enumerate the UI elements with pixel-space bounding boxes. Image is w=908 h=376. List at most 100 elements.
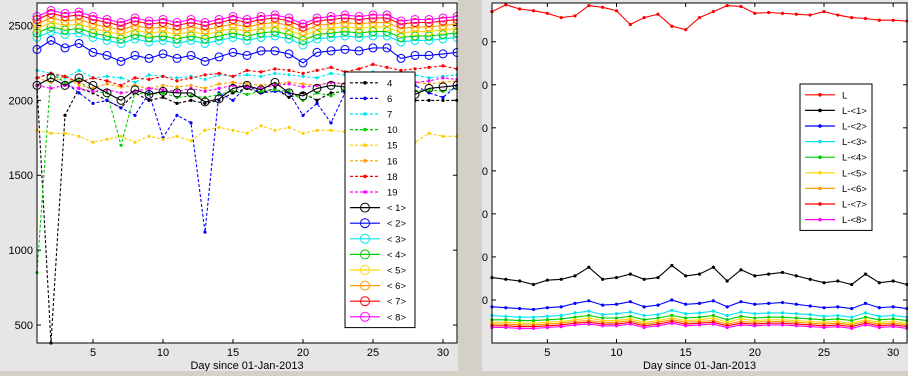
chart2-series-2-point [684,274,688,278]
chart2-series-3-point [518,306,522,311]
chart1-series-2-point [105,98,109,102]
chart2-series-2-point [863,272,868,276]
chart2-series-6-point [587,316,591,320]
chart2-series-1-point [614,9,619,13]
chart1-series-10-point [256,46,266,56]
chart1-series-4-point [259,89,263,93]
chart1-series-9-point [438,82,448,92]
chart2-legend-entry-label: L-<7> [842,200,867,211]
chart1-y-tick-label: 1500 [9,170,33,182]
chart1-series-4-point [273,88,277,92]
chart1-series-16-point [228,11,238,21]
chart1-series-15-point [242,17,252,27]
chart1-legend-swatch-marker [363,159,367,163]
chart1-series-5-point [175,134,179,138]
chart1-series-8-point [77,86,81,90]
chart2-legend-entry-label: L-<4> [842,153,867,164]
chart2-series-5-point [891,317,895,321]
chart1-series-5-point [245,131,249,135]
chart1-series-8-point [203,89,207,93]
chart1-series-7-point [147,77,151,81]
chart1-series-16-point [186,14,196,24]
chart1-series-15-point [396,19,406,29]
chart1-series-3-point [273,71,277,75]
chart2-series-9-point [836,325,840,329]
chart2-series-9-point [753,324,757,328]
chart1-series-15-point [172,20,182,30]
chart2-series-5-point [767,315,771,319]
chart1-series-7-point [399,68,403,73]
chart2-x-tick-label: 20 [749,347,761,359]
chart2-series-5-point [877,318,881,322]
chart1-series-8-point [301,85,305,89]
chart1-series-1-point [161,95,165,99]
chart2-legend-swatch-marker [818,171,822,175]
chart1-series-8-point [287,82,291,86]
chart1-series-8-point [119,91,123,95]
chart1-series-line-14 [36,17,458,33]
chart1-series-2-point [133,113,137,117]
chart2-series-1-point [545,11,549,15]
chart1-series-1-point [63,113,67,117]
chart2-series-5-point [725,318,729,322]
chart2-legend-entry-label: L-<6> [842,184,867,195]
chart2-series-2-point [711,265,715,269]
chart1-series-16-point [340,10,350,20]
chart1-legend-swatch-marker [363,127,367,132]
chart2-series-9-point [850,326,854,330]
chart1-series-6-point [231,80,235,84]
chart1-legend-swatch-marker [360,202,370,213]
chart2-series-1-point [697,16,702,20]
chart1-series-5-point [49,131,53,135]
chart2-series-2-point [531,282,536,287]
chart1-series-6-point [77,83,81,87]
chart1-series-15-point [116,20,126,30]
chart1-series-15-point [214,17,224,27]
chart1-series-5-point [259,124,263,128]
chart1-series-16-point [102,14,112,24]
chart2-series-4-point [753,312,757,316]
chart2-series-1-point [684,28,688,32]
chart2-series-5-point [642,318,646,322]
chart2-series-3-point [877,306,881,310]
chart1-series-4-point [119,143,123,147]
chart1-series-9-point [116,95,126,105]
chart2-series-4-point [822,314,826,318]
chart1-series-10-point [424,50,434,60]
chart2-series-5-point [711,313,715,318]
chart1-series-16-point [130,13,140,23]
chart2-series-4-point [614,312,619,316]
chart2-series-2-point [628,272,632,276]
chart1-series-5-point [427,131,431,135]
chart2-series-1-point [518,7,522,11]
chart2-series-4-point [504,314,508,318]
chart1-legend-entry-label: 18 [387,172,398,183]
chart1-series-9-point [326,80,336,90]
chart1-y-tick-label: 1000 [9,245,33,257]
chart2-series-4-point [628,310,632,314]
chart1-series-10-point [382,43,392,53]
chart1-series-16-point [158,14,168,24]
chart1-series-6-point [175,85,179,89]
chart1-series-15-point [424,17,434,27]
chart1-series-7-point [119,83,123,87]
chart1-series-7-point [105,79,109,83]
chart1-series-2-point [91,101,95,105]
chart1-x-tick-label: 20 [297,347,309,359]
chart2-legend-entry-label: L-<1> [842,106,867,117]
chart1-series-10-point [46,35,56,45]
chart1-legend-entry-label: 7 [387,110,392,121]
chart2-series-1-point [642,16,646,20]
chart1-series-10-point [438,49,448,59]
chart2-series-9-point [697,323,702,327]
chart2-x-tick-label: 5 [544,347,550,359]
chart1-series-line-16 [36,9,458,25]
chart2-series-5-point [587,313,591,318]
chart2-series-3-point [863,301,868,306]
left-chart-svg: 5 10 15 20 25 30 500 1000 1500 2000 2500 Day since … [9,2,462,372]
chart2-series-4-point [587,309,591,313]
chart1-series-15-point [256,14,266,24]
chart1-series-10-point [200,56,210,66]
chart2-series-3-point [656,303,660,307]
chart1-series-15-point [60,11,70,21]
